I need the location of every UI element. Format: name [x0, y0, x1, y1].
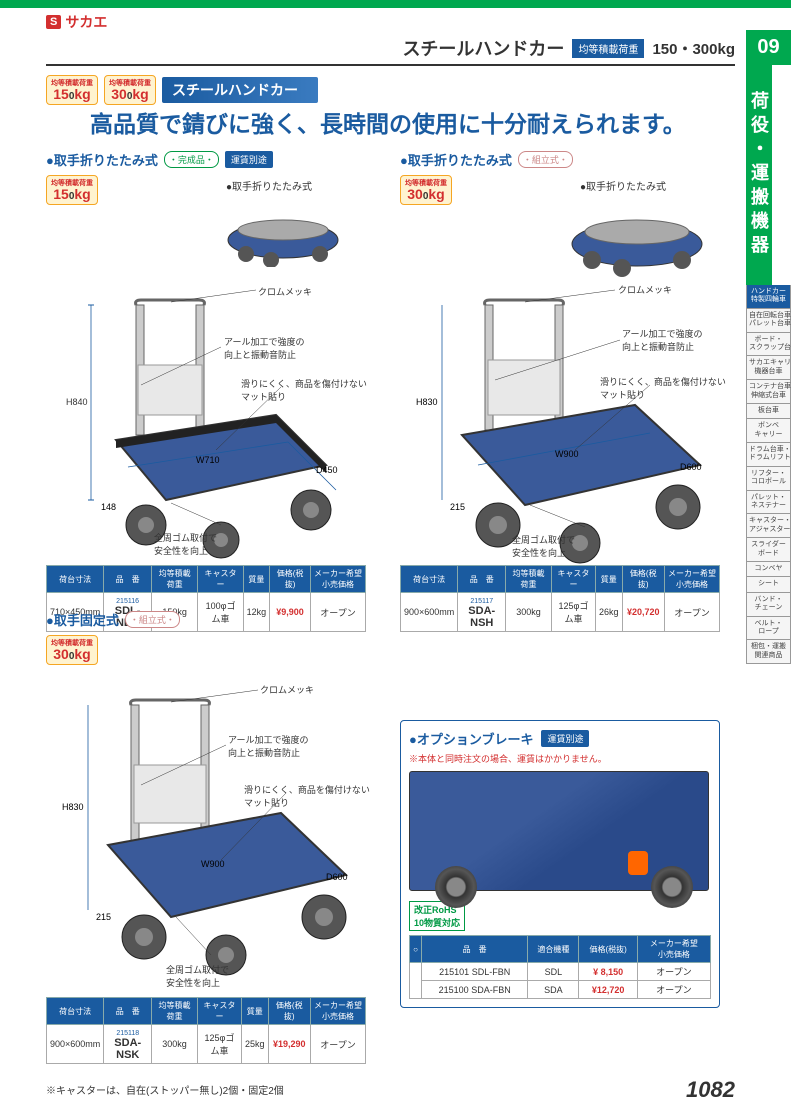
svg-text:D450: D450	[316, 465, 338, 475]
svg-text:H840: H840	[66, 397, 88, 407]
option-brake-box: ●オプションブレーキ 運賃別途 ※本体と同時注文の場合、運賃はかかりません。 改…	[400, 720, 720, 1008]
annot-rubber: 全周ゴム取付で 安全性を向上	[154, 531, 217, 557]
header-load-value: 150・300kg	[652, 38, 735, 59]
sidebar-nav-item[interactable]: ボード・ スクラップ台車	[746, 333, 791, 357]
brand-icon: S	[46, 15, 61, 29]
svg-text:W900: W900	[201, 859, 225, 869]
sidebar-nav-item[interactable]: リフター・ コロボール	[746, 467, 791, 491]
svg-text:D600: D600	[326, 872, 348, 882]
brake-image	[409, 771, 709, 891]
svg-text:215: 215	[96, 912, 111, 922]
sidebar-nav-item[interactable]: 自在回転台車・ パレット台車	[746, 309, 791, 333]
sidebar-nav-item[interactable]: パレット・ ネステナー	[746, 491, 791, 515]
section-header: 均等積載荷重150kg 均等積載荷重300kg スチールハンドカー	[46, 75, 318, 105]
cart-diagram: H840 W710 D450 148 クロムメッキ アール加工で強度の 向上と振…	[46, 285, 356, 565]
option-title: ●オプションブレーキ	[409, 729, 533, 748]
load-badge: 均等積載荷重300kg	[46, 635, 98, 665]
tag-assembly: ・組立式・	[518, 151, 573, 168]
folded-image	[216, 192, 351, 267]
load-badge-150: 均等積載荷重150kg	[46, 75, 98, 105]
sidebar-nav-item[interactable]: ハンドカー 特製四輪車	[746, 285, 791, 309]
sidebar-nav: ハンドカー 特製四輪車自在回転台車・ パレット台車ボード・ スクラップ台車サカエ…	[746, 285, 791, 664]
header-load-label: 均等積載荷重	[572, 39, 644, 58]
spec-table-3: 荷台寸法品 番均等積載荷重キャスター質量価格(税抜)メーカー希望 小売価格 90…	[46, 997, 366, 1064]
annot-mat: 滑りにくく、商品を傷付けない マット貼り	[241, 377, 367, 403]
spec-table-2: 荷台寸法品 番均等積載荷重キャスター質量価格(税抜)メーカー希望 小売価格 90…	[400, 565, 720, 632]
svg-text:W900: W900	[555, 449, 579, 459]
annot-chrome: クロムメッキ	[258, 285, 312, 298]
table-row: 900×600mm215117SDA-NSH300kg125φゴム車26kg¥2…	[401, 593, 720, 632]
footnote: ※キャスターは、自在(ストッパー無し)2個・固定2個	[46, 1082, 284, 1097]
folded-label: ●取手折りたたみ式	[580, 178, 666, 193]
brand-name: サカエ	[65, 12, 107, 32]
subtitle: ●取手折りたたみ式	[46, 150, 158, 169]
page-title: スチールハンドカー	[402, 35, 564, 61]
option-ship-tag: 運賃別途	[541, 730, 589, 747]
sidebar-nav-item[interactable]: サカエキャリー・ 機器台車	[746, 356, 791, 380]
page-header: スチールハンドカー 均等積載荷重 150・300kg	[46, 35, 735, 66]
folded-label: ●取手折りたたみ式	[226, 178, 312, 193]
top-bar	[0, 0, 791, 8]
sidebar-nav-item[interactable]: 梱包・運搬 関連商品	[746, 640, 791, 664]
sidebar-nav-item[interactable]: バンド・ チェーン	[746, 593, 791, 617]
option-warning: ※本体と同時注文の場合、運賃はかかりません。	[409, 752, 711, 765]
folded-image	[560, 192, 715, 277]
svg-text:W710: W710	[196, 455, 220, 465]
sidebar-category: 荷役・運搬機器	[746, 65, 772, 285]
option-table: ○品 番適合機種価格(税抜)メーカー希望 小売価格 215101 SDL-FBN…	[409, 935, 711, 999]
sidebar-nav-item[interactable]: スライダー ボード	[746, 538, 791, 562]
product-3: ●取手固定式 ・組立式・ 均等積載荷重300kg H830 W900D60021…	[46, 610, 386, 1064]
load-badge-300: 均等積載荷重300kg	[104, 75, 156, 105]
svg-text:H830: H830	[416, 397, 438, 407]
product-2: ●取手折りたたみ式 ・組立式・ 均等積載荷重300kg ●取手折りたたみ式 H8…	[400, 150, 740, 632]
sidebar-nav-item[interactable]: コンテナ台車・ 伸縮式台車	[746, 380, 791, 404]
load-badge: 均等積載荷重150kg	[46, 175, 98, 205]
product-2-subhead: ●取手折りたたみ式 ・組立式・	[400, 150, 740, 169]
sidebar-nav-item[interactable]: コンベヤ	[746, 562, 791, 577]
svg-text:D600: D600	[680, 462, 702, 472]
sidebar-nav-item[interactable]: ベルト・ ロープ	[746, 617, 791, 641]
sidebar-nav-item[interactable]: ドラム台車・ ドラムリフト	[746, 443, 791, 467]
product-1-subhead: ●取手折りたたみ式 ・完成品・ 運賃別途	[46, 150, 386, 169]
section-title: スチールハンドカー	[162, 77, 318, 103]
tag-complete: ・完成品・	[164, 151, 219, 168]
svg-text:215: 215	[450, 502, 465, 512]
sidebar-nav-item[interactable]: ボンベ キャリー	[746, 419, 791, 443]
cart-diagram: H830 W900D600215 クロムメッキ アール加工で強度の 向上と振動音…	[46, 685, 356, 985]
table-row: 215100 SDA-FBNSDA¥12,720オープン	[410, 981, 711, 999]
sidebar: 09 荷役・運搬機器 ハンドカー 特製四輪車自在回転台車・ パレット台車ボード・…	[746, 30, 791, 664]
brake-lever	[628, 851, 648, 875]
sidebar-nav-item[interactable]: キャスター・ アジャスター	[746, 514, 791, 538]
table-row: 900×600mm215118SDA-NSK300kg125φゴム車25kg¥1…	[47, 1025, 366, 1064]
sidebar-number: 09	[746, 30, 791, 65]
table-row: 215101 SDL-FBNSDL¥ 8,150オープン	[410, 963, 711, 981]
sidebar-nav-item[interactable]: 板台車	[746, 404, 791, 419]
page-number: 1082	[686, 1077, 735, 1103]
brand: S サカエ	[46, 12, 107, 32]
cart-diagram: H830 W900 D600215 クロムメッキ アール加工で強度の 向上と振動…	[400, 285, 710, 565]
svg-text:148: 148	[101, 502, 116, 512]
sidebar-nav-item[interactable]: シート	[746, 577, 791, 592]
tagline: 高品質で錆びに強く、長時間の使用に十分耐えられます。	[90, 105, 686, 139]
tag-shipping: 運賃別途	[225, 151, 273, 168]
svg-text:H830: H830	[62, 802, 84, 812]
annot-curve: アール加工で強度の 向上と振動音防止	[224, 335, 304, 361]
product-1: ●取手折りたたみ式 ・完成品・ 運賃別途 均等積載荷重150kg ●取手折りたた…	[46, 150, 386, 632]
load-badge: 均等積載荷重300kg	[400, 175, 452, 205]
